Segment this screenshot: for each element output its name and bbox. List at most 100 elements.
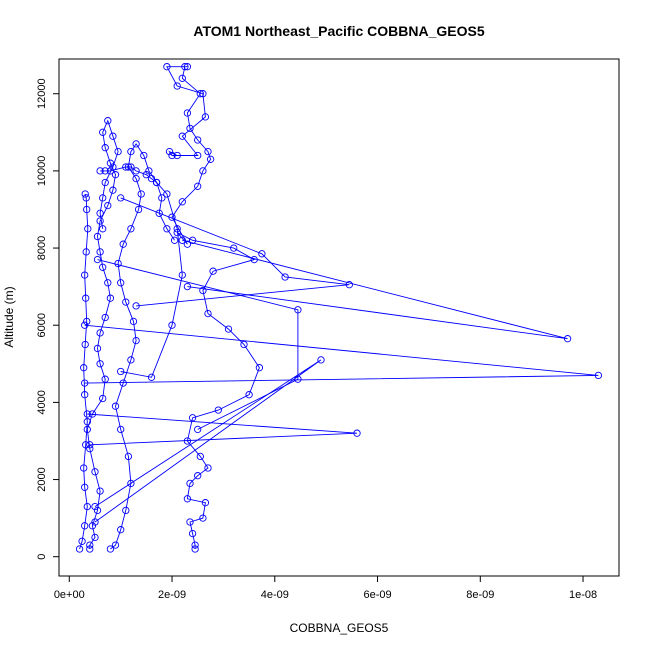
data-point [594,371,603,380]
data-point [96,167,104,175]
data-point [83,317,91,326]
data-point [83,418,91,426]
data-point [178,132,186,140]
data-point [186,518,194,526]
data-point [165,147,174,156]
data-point [96,248,104,256]
data-series [163,63,264,553]
data-point [230,244,238,252]
data-point [163,63,171,71]
x-axis-label: COBBNA_GEOS5 [290,621,389,635]
data-point [122,163,130,171]
data-point [155,209,163,217]
data-point [81,190,89,198]
data-point [99,225,107,233]
y-tick-label: 10000 [36,156,48,187]
data-point [99,394,107,403]
data-point [294,306,302,314]
data-point [194,425,202,434]
data-point [152,178,161,187]
data-point [91,468,99,476]
chart-title: ATOM1 Northeast_Pacific COBBNA_GEOS5 [193,23,484,39]
data-point [191,541,199,549]
data-point [91,502,99,511]
y-tick-label: 12000 [36,78,48,109]
data-point [117,194,125,202]
data-point [78,537,86,545]
data-point [99,263,107,271]
data-point [117,526,125,534]
data-point [93,255,102,264]
series-line [110,143,175,550]
data-point [258,250,266,258]
data-point [99,194,107,202]
data-point [127,225,135,233]
data-point [245,391,253,399]
data-point [132,336,140,345]
series-line [87,413,358,446]
data-point [188,414,197,422]
data-point [81,321,89,329]
data-point [99,128,107,136]
data-point [93,344,102,353]
data-point [201,499,210,507]
data-point [93,232,102,241]
data-point [117,367,125,376]
data-point [81,522,89,530]
data-point [132,167,140,175]
series-layer [75,63,603,553]
data-point [96,360,104,368]
data-point [80,464,88,472]
data-point [196,90,204,98]
y-axis-label: Altitude (m) [2,286,16,347]
data-point [101,144,109,152]
data-point [111,541,120,549]
series-line [97,259,299,430]
data-point [82,441,90,449]
data-point [183,109,192,117]
data-point [294,375,302,383]
data-point [96,329,104,337]
data-point [114,147,122,156]
data-point [199,514,207,522]
data-point [83,205,91,214]
data-point [111,402,120,410]
data-point [84,225,92,233]
data-point [122,506,130,515]
data-point [88,522,97,530]
data-point [83,410,91,418]
data-point [81,379,89,387]
data-series [93,255,302,434]
data-series [106,140,179,553]
data-point [183,240,192,248]
data-point [178,236,186,244]
data-point [168,321,176,329]
data-point [345,281,353,289]
data-point [96,487,104,495]
data-point [81,483,89,491]
y-tick-label: 4000 [36,390,48,414]
data-point [170,236,179,244]
data-point [163,225,171,233]
data-point [145,167,153,175]
data-point [132,302,140,310]
data-point [86,545,94,553]
data-series [91,356,325,526]
data-point [281,273,289,281]
data-point [101,178,109,187]
data-point [240,340,248,349]
data-point [204,147,212,156]
x-tick-label: 0e+00 [54,589,85,601]
data-point [140,151,148,160]
data-point [204,309,212,318]
data-point [127,163,135,171]
data-point [181,63,189,71]
data-point [199,90,207,98]
data-point [127,356,135,364]
series-line [182,239,568,340]
data-point [199,167,207,175]
data-point [186,479,194,488]
data-point [111,171,120,179]
series-line [84,324,599,384]
data-point [127,479,135,488]
